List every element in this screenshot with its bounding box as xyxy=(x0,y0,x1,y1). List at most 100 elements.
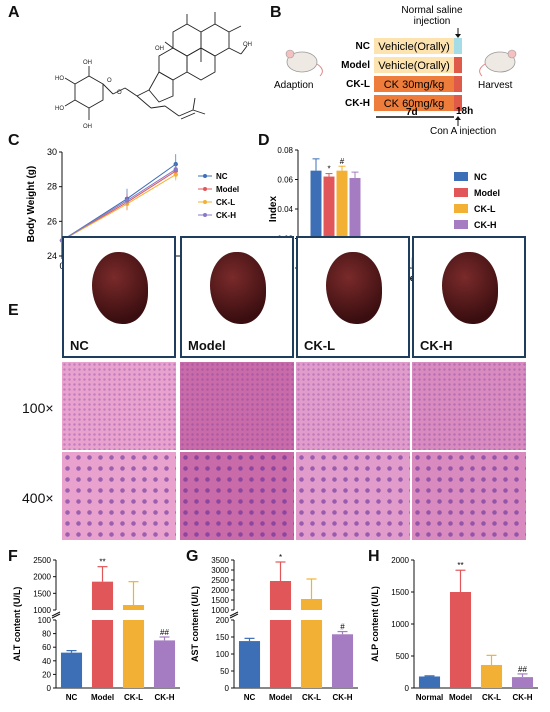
c-point-CK-L xyxy=(173,172,178,177)
schematic-bar-0 xyxy=(374,38,454,54)
c-point-CK-H xyxy=(173,167,178,172)
c-ylabel: Body Weight (g) xyxy=(26,166,37,242)
f-bar-gap xyxy=(90,610,115,620)
f-ytick-label: 2000 xyxy=(33,573,51,582)
g-bar-CK-H xyxy=(331,634,354,688)
g-ylabel: AST content (U/L) xyxy=(190,586,200,662)
h-category-label: Model xyxy=(449,693,472,702)
liver-photo-NC: NC xyxy=(62,236,176,358)
c-legend-label: CK-L xyxy=(216,198,235,207)
liver-photo-Model: Model xyxy=(180,236,294,358)
schematic-treatment-2: CK 30mg/kg xyxy=(384,79,445,91)
f-ytick-label: 100 xyxy=(38,616,52,625)
panel-letter-h: H xyxy=(368,548,380,565)
f-ylabel: ALT content (U/L) xyxy=(12,587,22,662)
saline-annotation: Normal saline injection xyxy=(401,5,463,27)
liver-organ xyxy=(210,252,266,324)
d-ytick-label: 0.04 xyxy=(277,205,293,214)
atom-o-2: O xyxy=(117,90,122,96)
panel-letter-e: E xyxy=(8,302,19,319)
g-category-label: CK-L xyxy=(302,693,321,702)
g-ytick-label: 1000 xyxy=(211,606,229,615)
he-micrograph-400x-Model xyxy=(180,452,294,540)
g-bar-NC xyxy=(238,641,261,688)
atom-oh-3: OH xyxy=(83,60,92,66)
g-ytick-label: 0 xyxy=(225,684,230,693)
c-ytick-label: 30 xyxy=(47,147,57,157)
schematic-group-1: Model xyxy=(341,60,370,71)
schematic-group-3: CK-H xyxy=(345,98,370,109)
d-ytick-label: 0.08 xyxy=(277,146,293,155)
liver-organ xyxy=(326,252,382,324)
g-bar-Model xyxy=(269,581,292,688)
cona-arrowhead xyxy=(455,116,461,120)
d-sig-label: # xyxy=(340,157,345,166)
c-series-line-NC xyxy=(61,163,177,241)
schematic-bar-1 xyxy=(374,57,454,73)
d-category-label: Spleen xyxy=(396,273,426,283)
magnification-100: 100× xyxy=(22,400,54,416)
h-ytick-label: 0 xyxy=(405,684,410,693)
g-bar-gap xyxy=(299,610,324,620)
d-legend-swatch xyxy=(454,220,468,229)
schematic-treatment-3: CK 60mg/kg xyxy=(384,98,445,110)
schematic-endcap-3 xyxy=(454,95,462,111)
duration-label: 7d xyxy=(406,107,418,118)
atom-ho-2: HO xyxy=(55,106,64,112)
schematic-bar-2 xyxy=(374,76,454,92)
panel-letter-g: G xyxy=(186,548,199,565)
schematic-bar-3 xyxy=(374,95,454,111)
c-legend-label: CK-H xyxy=(216,211,236,220)
atom-ho-1: HO xyxy=(55,76,64,82)
h-ytick-label: 2000 xyxy=(391,556,409,565)
he-micrograph-100x-NC xyxy=(62,362,176,450)
panel-letter-d: D xyxy=(258,132,270,149)
adaption-label: Adaption xyxy=(274,80,313,91)
g-bar-gap xyxy=(268,610,293,620)
f-category-label: NC xyxy=(66,693,78,702)
he-micrograph-100x-CK-L xyxy=(296,362,410,450)
he-micrograph-100x-CK-H xyxy=(412,362,526,450)
liver-organ xyxy=(442,252,498,324)
f-axis-break xyxy=(51,611,61,617)
d-bar-Liver-Model xyxy=(323,176,335,268)
f-axis-break xyxy=(51,613,61,619)
d-ylabel: Index xyxy=(268,196,279,223)
schematic-endcap-1 xyxy=(454,57,462,73)
c-legend-marker xyxy=(203,174,207,178)
d-bar-Liver-CK-H xyxy=(349,178,361,268)
d-bar-Liver-CK-L xyxy=(336,170,348,268)
f-category-label: CK-L xyxy=(124,693,143,702)
h-category-label: CK-L xyxy=(482,693,501,702)
c-legend-marker xyxy=(203,213,207,217)
f-sig-label: ** xyxy=(99,558,105,567)
c-legend-marker xyxy=(203,200,207,204)
liver-organ xyxy=(92,252,148,324)
schematic-treatment-0: Vehicle(Orally) xyxy=(378,41,450,53)
schematic-group-2: CK-L xyxy=(346,79,370,90)
c-ytick-label: 28 xyxy=(47,182,57,192)
d-ytick-label: 0.06 xyxy=(277,176,293,185)
experimental-schematic: Adaption NC Vehicle(Orally) Model Vehicle(O… xyxy=(274,5,517,135)
schematic-treatment-1: Vehicle(Orally) xyxy=(378,60,450,72)
h-sig-label: ** xyxy=(457,561,463,570)
chart-alp: 0 500 1000 1500 2000 ALP content (U/L) Normal *… xyxy=(370,556,538,702)
g-ytick-label: 150 xyxy=(216,633,230,642)
g-ytick-label: 3000 xyxy=(211,566,229,575)
he-micrograph-400x-CK-H xyxy=(412,452,526,540)
mouse-icon-right xyxy=(479,49,517,77)
panel-letter-c: C xyxy=(8,132,20,149)
g-ytick-label: 2500 xyxy=(211,576,229,585)
f-ytick-label: 80 xyxy=(42,630,51,639)
cona-annotation: Con A injection xyxy=(430,126,496,135)
panel-letter-b: B xyxy=(270,4,282,21)
g-category-label: NC xyxy=(244,693,256,702)
f-category-label: Model xyxy=(91,693,114,702)
g-ytick-label: 100 xyxy=(216,650,230,659)
schematic-endcap-2 xyxy=(454,76,462,92)
g-axis-break xyxy=(229,613,239,619)
magnification-400: 400× xyxy=(22,490,54,506)
f-ytick-label: 60 xyxy=(42,643,51,652)
atom-oh-1: OH xyxy=(243,42,252,48)
